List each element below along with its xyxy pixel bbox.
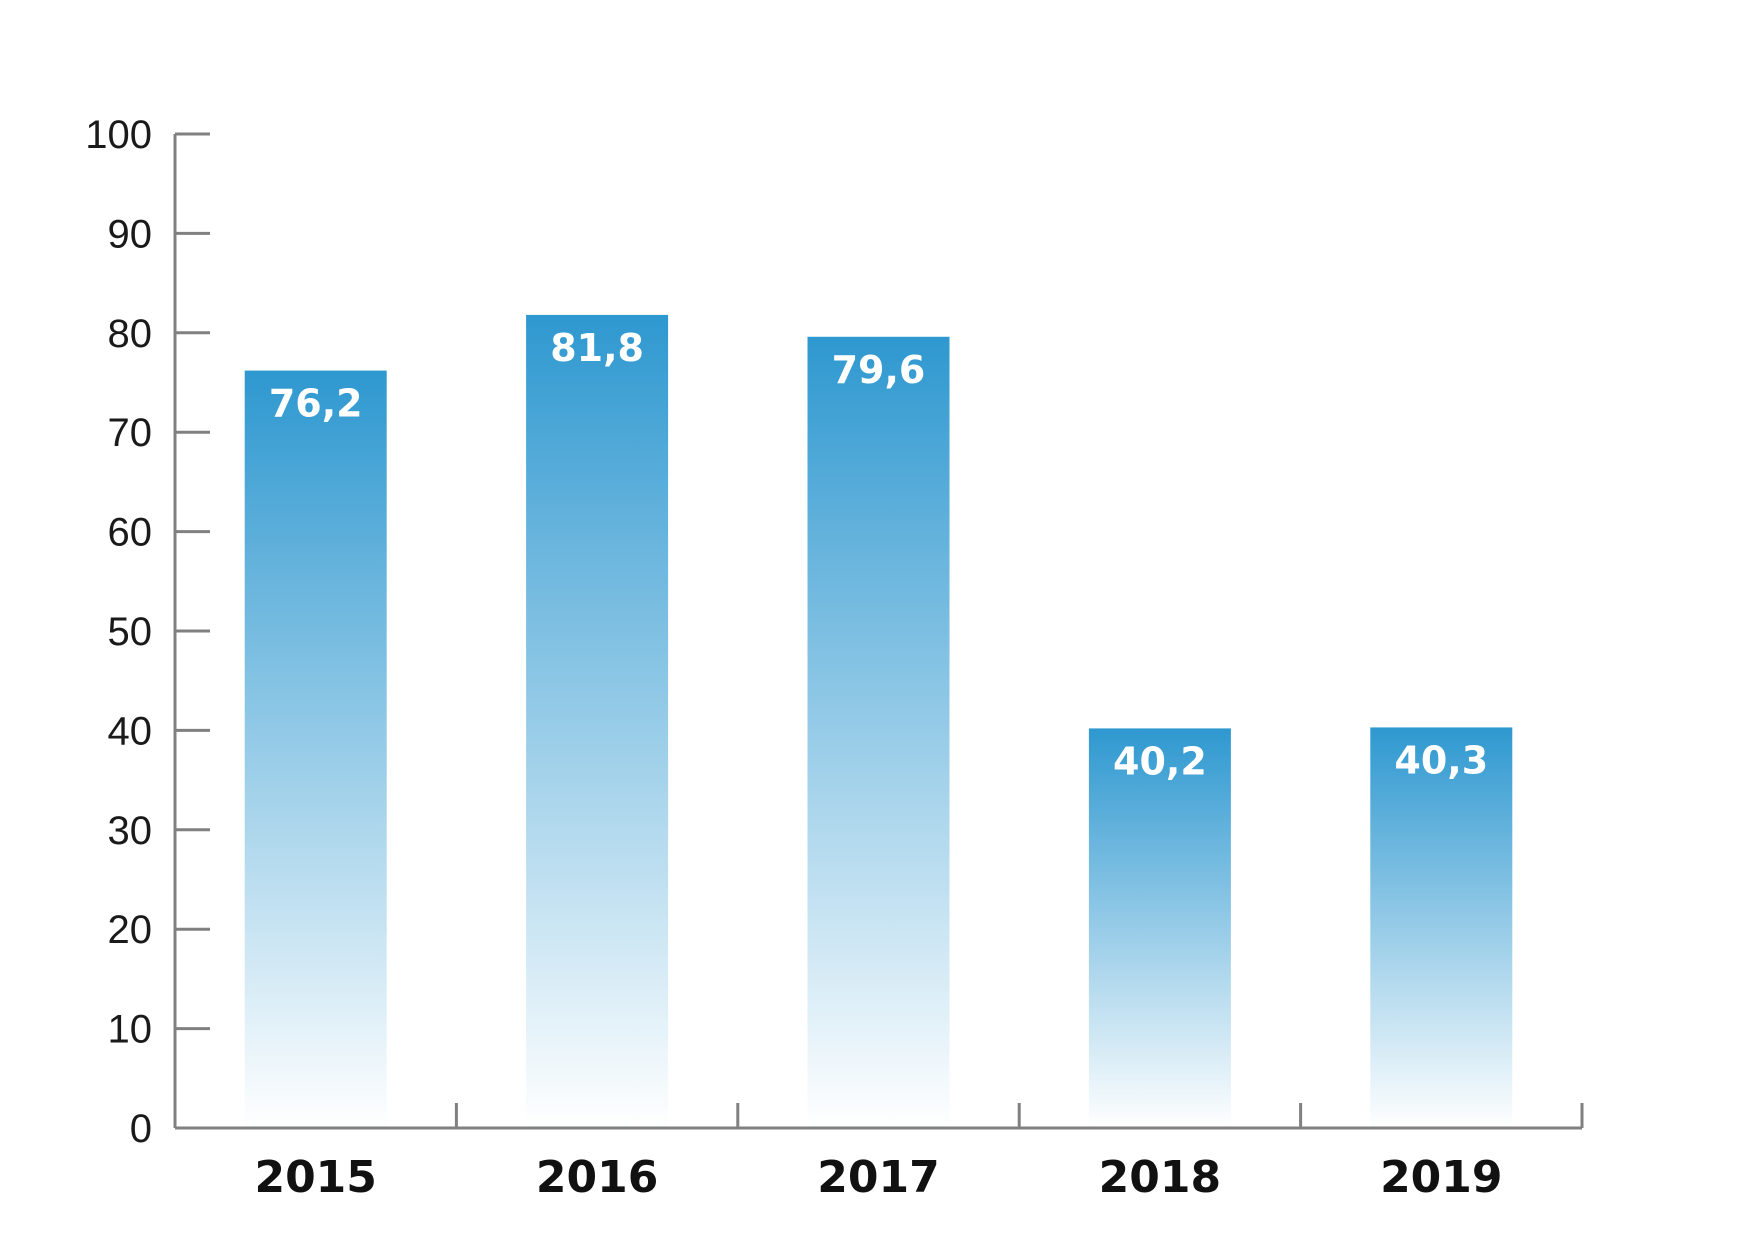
bar-2017 (807, 336, 950, 1128)
bar-value-label: 81,8 (550, 326, 644, 370)
y-tick-label: 90 (108, 212, 153, 256)
y-tick-label: 10 (108, 1008, 153, 1052)
y-tick-label: 0 (130, 1107, 152, 1151)
y-tick-label: 60 (108, 511, 153, 555)
bars-group (244, 314, 1513, 1129)
bar-value-label: 76,2 (269, 382, 363, 426)
bar-2015 (244, 370, 387, 1128)
bar-2019 (1370, 727, 1513, 1128)
x-tick-label: 2018 (1099, 1152, 1221, 1203)
x-tick-label: 2017 (817, 1152, 939, 1203)
labels-group: 0 10 20 30 40 50 60 70 80 90 100 76,2 2015 81,8 2016 79… (85, 113, 1502, 1203)
bar-value-label: 40,3 (1394, 738, 1488, 782)
x-tick-label: 2016 (536, 1152, 658, 1203)
axes-group (173, 132, 1584, 1130)
x-tick-label: 2015 (254, 1152, 376, 1203)
y-tick-label: 30 (108, 809, 153, 853)
y-tick-label: 100 (85, 113, 152, 157)
y-tick-label: 70 (108, 411, 153, 455)
y-tick-label: 80 (108, 312, 153, 356)
y-tick-label: 20 (108, 908, 153, 952)
bar-2016 (526, 314, 669, 1129)
y-tick-label: 40 (108, 709, 153, 753)
bar-value-label: 79,6 (832, 348, 926, 392)
bar-2018 (1088, 728, 1231, 1128)
x-tick-label: 2019 (1380, 1152, 1502, 1203)
bar-value-label: 40,2 (1113, 739, 1207, 783)
y-tick-label: 50 (108, 610, 153, 654)
